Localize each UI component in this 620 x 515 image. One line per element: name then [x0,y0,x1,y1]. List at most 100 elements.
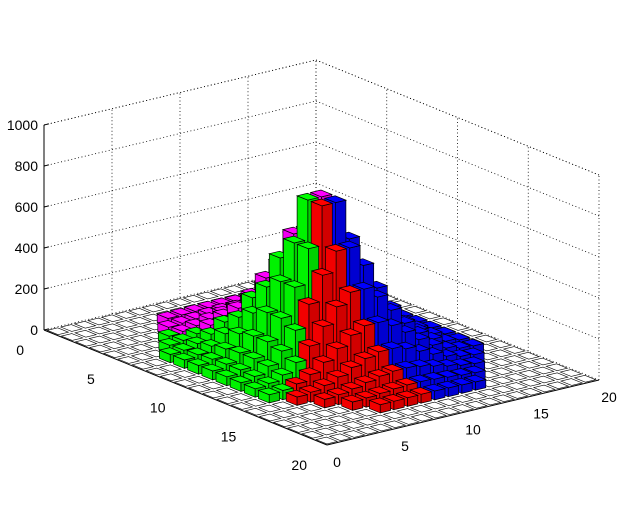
bar-top-face [157,338,182,346]
floor-tile [328,433,352,442]
floor-tile [102,350,126,359]
bar-top-face [435,370,460,378]
floor-tile [258,404,282,413]
bar-top-face [311,355,336,363]
floor-tile [560,378,584,386]
z-tick-400: 400 [15,240,39,256]
bar-top-face [268,274,293,283]
floor-tile [116,338,140,346]
floor-tile [315,436,339,445]
floor-tile [341,421,365,429]
y-tick-labels: 0 5 10 15 20 [16,342,307,473]
floor-tile [117,356,141,364]
x-tick-0: 0 [333,454,341,470]
bar-top-face [462,365,487,374]
bar-top-face [186,347,210,356]
floor-tile [517,360,541,369]
floor-tile [272,410,296,419]
y-tick-0: 0 [16,342,24,358]
bar-top-face [461,347,486,356]
floor-tile [88,335,112,344]
bar-top-face [296,241,320,250]
bar-top-face [298,367,322,375]
floor-tile [491,385,515,394]
x-axis-line [326,379,600,446]
gridline-xz [43,100,317,167]
floor-tile [396,408,420,416]
floor-tile [88,344,112,353]
bar-top-face [325,369,350,378]
floor-tile [477,388,501,397]
floor-tile [74,329,98,338]
floor-tile [464,400,488,409]
floor-tile [130,343,154,352]
bar-top-face [409,387,433,395]
bar [436,380,460,398]
floor-tile [403,305,427,314]
floor-tile [144,358,168,367]
gridline-xz [43,182,317,249]
floor-tile [73,320,97,329]
floor-tile [60,333,84,341]
y-tick-15: 15 [221,428,237,444]
floor-tile [130,352,154,361]
floor-tile [355,417,379,426]
bar-top-face [242,369,267,377]
z-tick-600: 600 [15,199,39,215]
bar-top-face [309,189,333,198]
bar-top-face [285,389,309,398]
bar-top-face [269,311,293,319]
bar [312,392,337,409]
x-tick-20: 20 [601,389,617,405]
floor-tile [424,410,448,419]
floor-tile [87,317,111,326]
bar-top-face [353,375,378,383]
bar-top-face [325,341,349,350]
bar-top-face [227,345,252,354]
bar-top-face [367,386,392,394]
floor-tile [244,407,268,416]
floor-tile [517,351,541,360]
floor-tile [87,326,111,335]
floor-tile [216,396,240,405]
z-tick-0: 0 [30,322,38,338]
bar-top-face [282,235,306,244]
floor-tile [209,288,233,297]
axes-group: 0 5 10 15 20 0 5 10 15 20 0 200 400 600 … [7,117,617,473]
floor-tile [410,413,434,422]
floor-tile [545,372,569,381]
bar-top-face [228,362,252,371]
floor-tile [127,307,151,316]
x-tick-15: 15 [533,405,549,421]
bar-top-face [436,380,460,389]
floor-tile [327,415,351,424]
bar-top-face [200,363,225,372]
bar-top-face [395,390,419,399]
bar-top-face [380,341,404,350]
bar-top-face [368,397,392,406]
bar-top-face [324,299,349,308]
bar-top-face [200,352,224,360]
y-tick-10: 10 [150,400,166,416]
bar-top-face [449,368,473,376]
floor-tile [450,395,474,403]
floor-tile [531,366,555,375]
floor-tile [502,346,526,354]
bar-top-face [297,338,321,347]
bar-top-face [255,334,280,343]
floor-tile [114,311,138,319]
bar-top-face [367,369,391,377]
bar-top-face [270,367,294,376]
floor-tile [230,402,254,410]
floor-tile [74,338,98,347]
z-tick-mark [43,205,50,208]
bar-top-face [214,357,238,365]
floor-tile [201,381,225,390]
bar-top-face [422,372,446,380]
bar-top-face [339,360,363,368]
floor-tile [437,407,461,416]
floor-tile [518,369,542,378]
floor-tile [299,403,323,412]
bar-top-face [312,392,337,400]
floor-tile [478,397,502,406]
